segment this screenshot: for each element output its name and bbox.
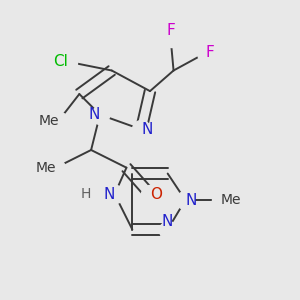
Text: N: N [141, 122, 152, 137]
Text: N: N [88, 107, 100, 122]
Text: O: O [150, 187, 162, 202]
Text: N: N [103, 187, 115, 202]
Text: F: F [166, 23, 175, 38]
Text: Cl: Cl [53, 54, 68, 69]
Text: F: F [206, 45, 215, 60]
Text: N: N [162, 214, 173, 230]
Text: Me: Me [221, 193, 241, 207]
Text: N: N [185, 193, 197, 208]
Text: Me: Me [38, 114, 59, 128]
Text: Me: Me [35, 161, 56, 175]
Text: H: H [81, 187, 91, 201]
